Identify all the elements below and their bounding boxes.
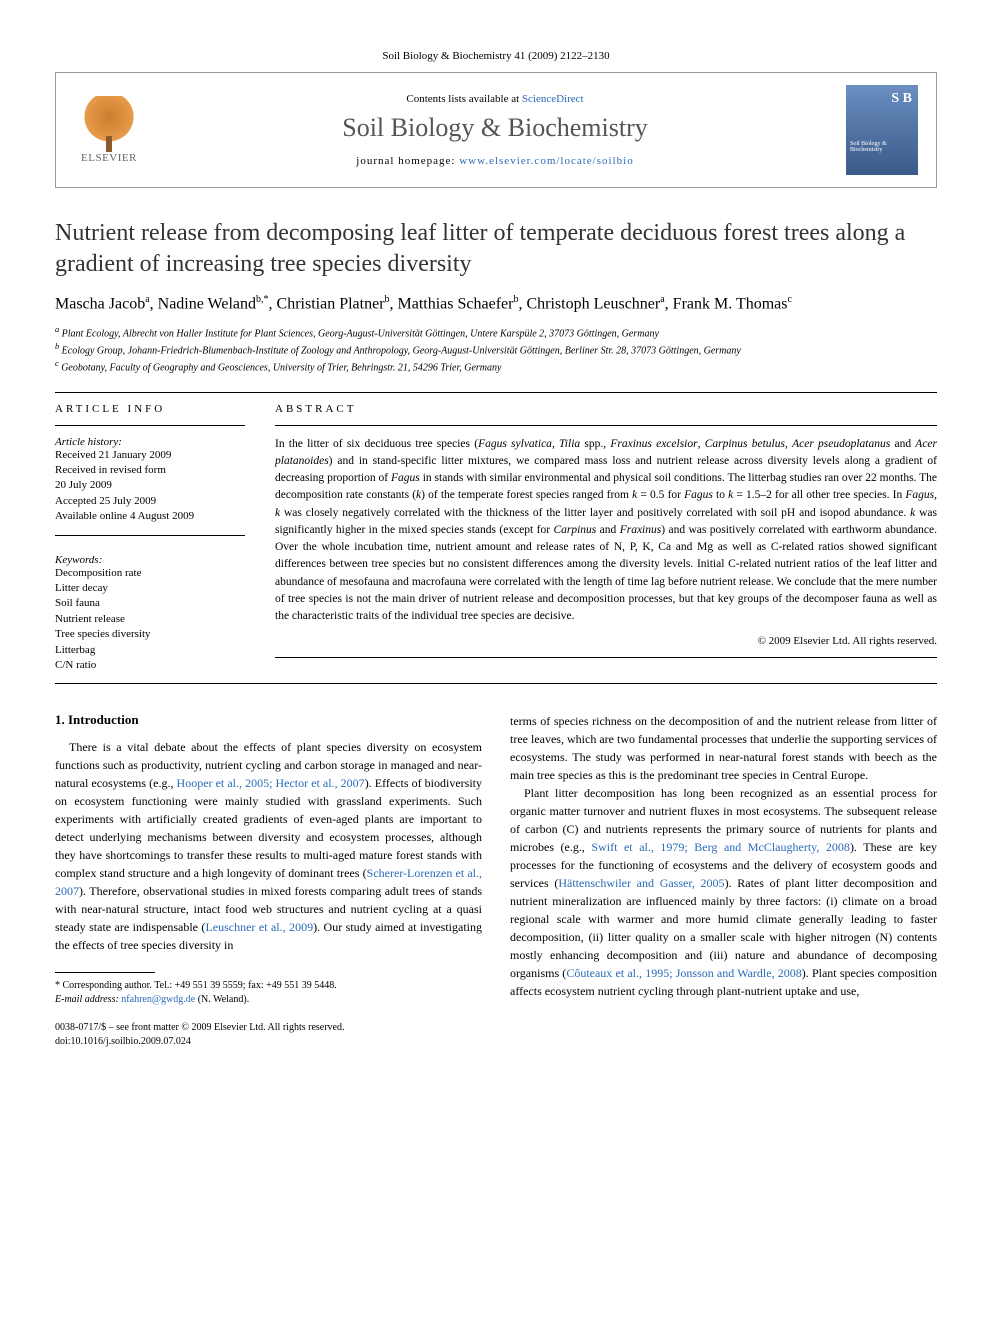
history-item: Accepted 25 July 2009 <box>55 494 245 509</box>
body-columns: 1. Introduction There is a vital debate … <box>55 712 937 1007</box>
email-line: E-mail address: nfahren@gwdg.de (N. Wela… <box>55 993 482 1007</box>
divider <box>55 535 245 536</box>
affiliation-b: b Ecology Group, Johann-Friedrich-Blumen… <box>55 341 937 358</box>
column-right: terms of species richness on the decompo… <box>510 712 937 1007</box>
keyword-item: Litter decay <box>55 581 245 596</box>
author-list: Mascha Jacoba, Nadine Welandb,*, Christi… <box>55 294 937 313</box>
keyword-item: Soil fauna <box>55 596 245 611</box>
footer: 0038-0717/$ – see front matter © 2009 El… <box>55 1021 937 1049</box>
homepage-line: journal homepage: www.elsevier.com/locat… <box>164 155 826 167</box>
column-left: 1. Introduction There is a vital debate … <box>55 712 482 1007</box>
citation: Soil Biology & Biochemistry 41 (2009) 21… <box>55 50 937 62</box>
affiliations: a Plant Ecology, Albrecht von Haller Ins… <box>55 324 937 376</box>
history-item: Available online 4 August 2009 <box>55 509 245 524</box>
email-link[interactable]: nfahren@gwdg.de <box>121 994 195 1005</box>
divider <box>275 425 937 426</box>
history-item: 20 July 2009 <box>55 478 245 493</box>
keywords-list: Decomposition rateLitter decaySoil fauna… <box>55 566 245 674</box>
contents-available: Contents lists available at ScienceDirec… <box>164 93 826 105</box>
body-paragraph: terms of species richness on the decompo… <box>510 712 937 784</box>
issn-line: 0038-0717/$ – see front matter © 2009 El… <box>55 1021 937 1035</box>
journal-title: Soil Biology & Biochemistry <box>164 113 826 143</box>
abstract-copyright: © 2009 Elsevier Ltd. All rights reserved… <box>275 635 937 647</box>
abstract-label: ABSTRACT <box>275 403 937 415</box>
history-list: Received 21 January 2009Received in revi… <box>55 448 245 525</box>
divider <box>275 657 937 658</box>
email-suffix: (N. Weland). <box>198 994 250 1005</box>
sciencedirect-link[interactable]: ScienceDirect <box>522 93 584 105</box>
elsevier-logo: ELSEVIER <box>74 96 144 164</box>
keywords-label: Keywords: <box>55 554 245 566</box>
body-paragraph: Plant litter decomposition has long been… <box>510 784 937 1000</box>
divider <box>55 425 245 426</box>
journal-header: ELSEVIER Contents lists available at Sci… <box>55 72 937 188</box>
keyword-item: Litterbag <box>55 643 245 658</box>
contents-prefix: Contents lists available at <box>406 93 521 105</box>
body-paragraph: There is a vital debate about the effect… <box>55 738 482 954</box>
keyword-item: C/N ratio <box>55 658 245 673</box>
history-item: Received 21 January 2009 <box>55 448 245 463</box>
keyword-item: Tree species diversity <box>55 627 245 642</box>
corresponding-author: * Corresponding author. Tel.: +49 551 39… <box>55 979 482 993</box>
homepage-prefix: journal homepage: <box>356 155 459 167</box>
elsevier-text: ELSEVIER <box>74 152 144 164</box>
footnote-divider <box>55 972 155 973</box>
doi-line: doi:10.1016/j.soilbio.2009.07.024 <box>55 1035 937 1049</box>
email-label: E-mail address: <box>55 994 119 1005</box>
abstract-text: In the litter of six deciduous tree spec… <box>275 436 937 626</box>
article-title: Nutrient release from decomposing leaf l… <box>55 218 937 280</box>
elsevier-tree-icon <box>83 96 135 148</box>
homepage-url[interactable]: www.elsevier.com/locate/soilbio <box>459 155 633 167</box>
intro-heading: 1. Introduction <box>55 712 482 728</box>
divider <box>55 392 937 393</box>
affiliation-a: a Plant Ecology, Albrecht von Haller Ins… <box>55 324 937 341</box>
history-label: Article history: <box>55 436 245 448</box>
article-info-label: ARTICLE INFO <box>55 403 245 415</box>
journal-cover-thumbnail: Soil Biology & Biochemistry <box>846 85 918 175</box>
keyword-item: Decomposition rate <box>55 566 245 581</box>
cover-label: Soil Biology & Biochemistry <box>850 141 914 153</box>
history-item: Received in revised form <box>55 463 245 478</box>
divider <box>55 683 937 684</box>
keyword-item: Nutrient release <box>55 612 245 627</box>
affiliation-c: c Geobotany, Faculty of Geography and Ge… <box>55 358 937 375</box>
